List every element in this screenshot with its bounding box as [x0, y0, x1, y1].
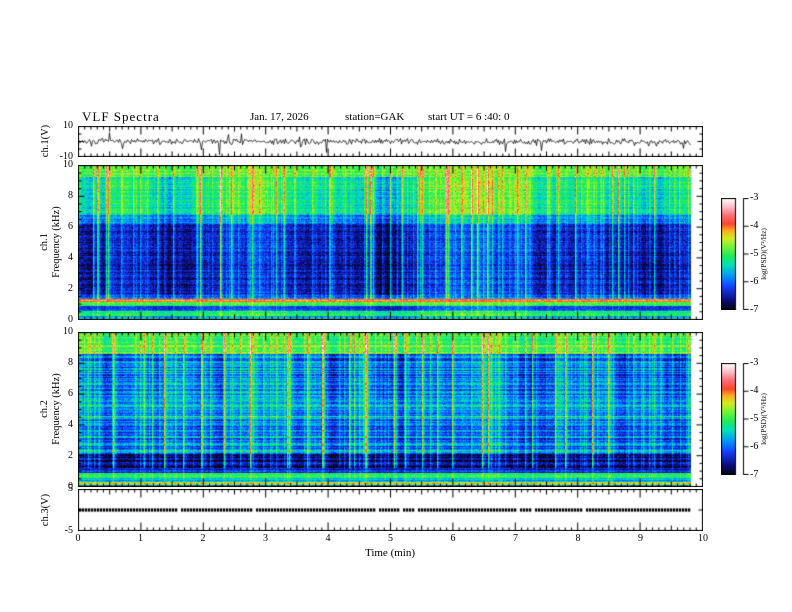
ch2-frequency-unit-label: Frequency (kHz)	[51, 373, 62, 445]
colorbar-1-label: log(PSD)(V²/Hz)	[759, 228, 768, 280]
x-tick-label: 0	[75, 533, 81, 544]
ch1-spectrogram-panel	[78, 165, 703, 320]
ch1-frequency-axis-label: ch.1 Frequency (kHz)	[39, 206, 63, 277]
x-tick-label: 4	[325, 533, 331, 544]
colorbar-2	[721, 363, 749, 475]
colorbar-tick-label: -5	[750, 248, 759, 259]
ch2-spectrogram-panel	[78, 332, 703, 487]
x-tick-label: 8	[575, 533, 581, 544]
ch1-waveform-panel	[78, 126, 703, 157]
colorbar-tick-label: -5	[750, 413, 759, 424]
y-tick-label: 0	[68, 481, 73, 492]
ch1-voltage-axis-label: ch.1(V)	[40, 124, 51, 158]
start-ut-label: start UT = 6 :40: 0	[428, 111, 510, 123]
colorbar-tick-label: -7	[750, 304, 759, 315]
plot-title: VLF Spectra	[82, 109, 160, 124]
time-axis-label: Time (min)	[364, 547, 416, 559]
y-tick-label: 8	[68, 190, 73, 201]
colorbar-tick-label: -7	[750, 469, 759, 480]
y-tick-label: 4	[68, 252, 73, 263]
y-tick-label: 8	[68, 357, 73, 368]
colorbar-2-label: log(PSD)(V²/Hz)	[759, 393, 768, 445]
x-tick-label: 10	[698, 533, 708, 544]
y-tick-label: 10	[63, 326, 73, 337]
x-tick-label: 9	[638, 533, 643, 544]
ch1-channel-label: ch.1	[39, 233, 50, 251]
y-tick-label: 6	[68, 221, 73, 232]
ch1-frequency-unit-label: Frequency (kHz)	[51, 206, 62, 278]
colorbar-tick-label: -4	[750, 220, 759, 231]
y-tick-label: 2	[68, 283, 73, 294]
y-tick-label: 5	[68, 483, 73, 494]
y-tick-label: -10	[59, 151, 73, 162]
y-tick-label: 0	[68, 314, 73, 325]
x-tick-label: 6	[450, 533, 456, 544]
colorbar-tick-label: -3	[750, 192, 759, 203]
ch2-frequency-axis-label: ch.2 Frequency (kHz)	[39, 373, 63, 444]
x-tick-label: 7	[513, 533, 518, 544]
colorbar-tick-label: -4	[750, 385, 759, 396]
colorbar-tick-label: -6	[750, 441, 759, 452]
ch3-voltage-axis-label: ch.3(V)	[40, 493, 51, 527]
y-tick-label: -5	[64, 525, 73, 536]
x-tick-label: 3	[263, 533, 268, 544]
ch2-channel-label: ch.2	[39, 400, 50, 418]
station-label: station=GAK	[345, 111, 405, 123]
y-tick-label: 6	[68, 388, 73, 399]
x-tick-label: 5	[388, 533, 393, 544]
colorbar-1	[721, 198, 749, 310]
x-tick-label: 1	[138, 533, 143, 544]
date-label: Jan. 17, 2026	[250, 111, 309, 123]
y-tick-label: 2	[68, 450, 73, 461]
x-tick-label: 2	[200, 533, 206, 544]
colorbar-tick-label: -6	[750, 276, 759, 287]
ch3-waveform-panel	[78, 489, 703, 531]
y-tick-label: 10	[63, 120, 73, 131]
colorbar-tick-label: -3	[750, 357, 759, 368]
y-tick-label: 4	[68, 419, 73, 430]
y-tick-label: 10	[63, 159, 73, 170]
